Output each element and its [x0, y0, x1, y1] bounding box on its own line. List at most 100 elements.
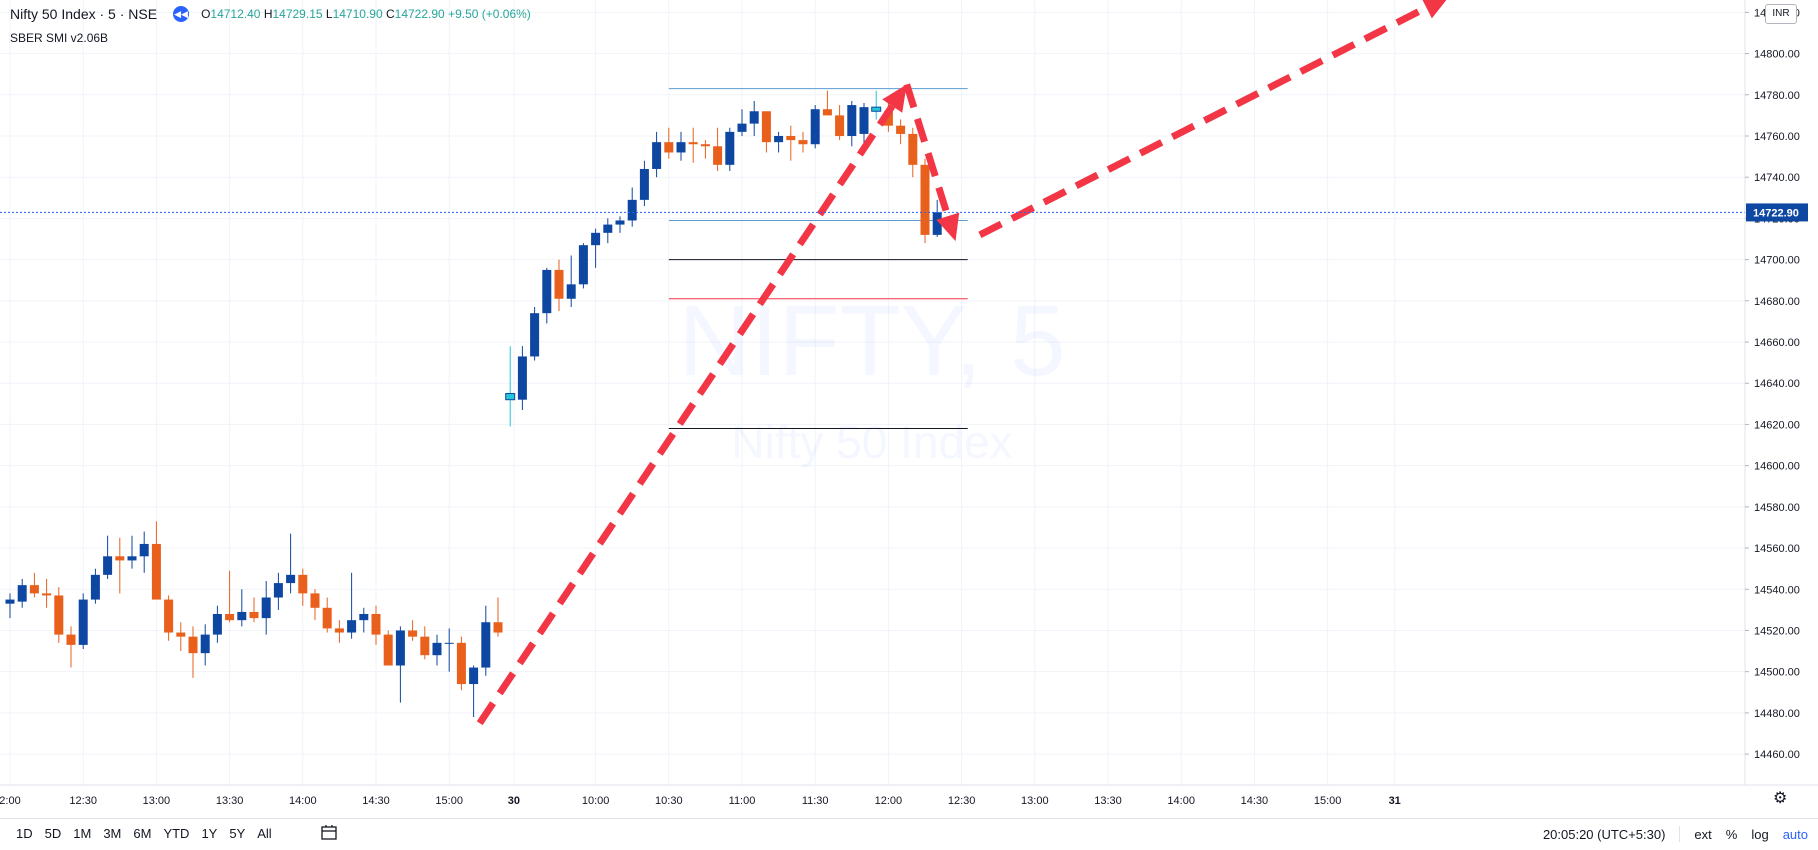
candle-body — [664, 142, 674, 153]
candle-body — [273, 583, 283, 598]
percent-toggle[interactable]: % — [1725, 826, 1738, 842]
time-tick-label: 11:00 — [729, 795, 756, 807]
candle-body — [383, 634, 393, 666]
candle-body — [591, 232, 601, 246]
price-tick-label: 14600.00 — [1754, 461, 1800, 473]
ohlc-values: O14712.40 H14729.15 L14710.90 C14722.90 … — [201, 7, 531, 21]
price-tick-label: 14780.00 — [1754, 90, 1800, 102]
candle-body — [908, 133, 918, 165]
time-tick-label: 31 — [1389, 795, 1401, 807]
candle-body — [566, 284, 576, 299]
price-tick-label: 14760.00 — [1754, 131, 1800, 143]
candle-body — [42, 593, 52, 596]
time-tick-label: 30 — [508, 795, 520, 807]
candle-body — [822, 109, 832, 116]
range-button[interactable]: 1Y — [201, 826, 218, 841]
time-tick-label: 12:30 — [69, 795, 97, 807]
gear-icon[interactable]: ⚙ — [1773, 790, 1788, 807]
annotation-arrows — [476, 0, 1447, 726]
candle-body — [505, 393, 516, 401]
candle-body — [810, 109, 820, 145]
price-tick-label: 14740.00 — [1754, 172, 1800, 184]
compare-icon[interactable] — [320, 824, 338, 842]
range-button[interactable]: YTD — [163, 826, 190, 841]
candle-body — [798, 140, 808, 145]
chevron-back-icon[interactable]: ◀◀ — [173, 6, 190, 22]
candle-body — [408, 630, 418, 637]
candle-body — [652, 142, 662, 169]
candle-body — [542, 269, 552, 314]
candle-body — [444, 642, 454, 644]
candle-body — [578, 245, 588, 285]
candle-body — [164, 599, 174, 633]
candle-body — [395, 630, 405, 666]
candle-body — [932, 212, 942, 235]
candle-body — [115, 556, 125, 561]
candle-body — [896, 125, 906, 134]
candle-body — [554, 269, 564, 299]
candle-body — [310, 593, 320, 608]
candle-body — [334, 628, 344, 633]
price-tick-label: 14480.00 — [1754, 708, 1800, 720]
candle-body — [5, 599, 15, 604]
candle-body — [920, 164, 930, 235]
time-tick-label: 15:00 — [1314, 795, 1342, 807]
range-button[interactable]: 3M — [103, 826, 122, 841]
candle-body — [713, 146, 723, 165]
candle-body — [298, 574, 308, 594]
candle-body — [786, 135, 796, 141]
candle-body — [322, 607, 332, 629]
candle-body — [469, 667, 479, 685]
symbol-title[interactable]: Nifty 50 Index · 5 · NSE — [10, 6, 158, 22]
candle-body — [127, 556, 137, 561]
watermark-description: Nifty 50 Index — [731, 416, 1012, 468]
candle-body — [871, 106, 882, 112]
ext-toggle[interactable]: ext — [1694, 826, 1712, 842]
range-button[interactable]: 6M — [133, 826, 152, 841]
divider — [1679, 826, 1681, 842]
bottom-right-controls: 20:05:20 (UTC+5:30) ext % log auto — [1543, 826, 1808, 842]
time-tick-label: 13:30 — [1094, 795, 1122, 807]
arrow-head — [1422, 0, 1447, 19]
log-toggle[interactable]: log — [1751, 826, 1769, 842]
range-button[interactable]: All — [257, 826, 272, 841]
candle-body — [725, 131, 735, 165]
arrow-head — [882, 84, 907, 113]
candle-body — [139, 543, 149, 557]
candle-body — [286, 574, 296, 584]
time-tick-label: 10:00 — [582, 795, 610, 807]
range-button[interactable]: 5Y — [229, 826, 246, 841]
candle-body — [761, 111, 771, 143]
price-tick-label: 14580.00 — [1754, 502, 1800, 514]
time-tick-label: 2:00 — [0, 795, 21, 807]
time-axis: 2:00 12:30 13:00 13:30 14:00 14:30 15:00 30 10:0… — [0, 784, 1818, 807]
candle-body — [676, 142, 686, 153]
indicator-label[interactable]: SBER SMI v2.06B — [10, 31, 109, 45]
candle-body — [90, 574, 100, 600]
price-tick-label: 14700.00 — [1754, 255, 1800, 267]
price-tick-label: 14540.00 — [1754, 584, 1800, 596]
currency-badge[interactable]: INR — [1765, 4, 1797, 24]
price-tick-label: 14560.00 — [1754, 543, 1800, 555]
candle-body — [29, 585, 39, 594]
candle-body — [530, 313, 540, 357]
candle-body — [432, 642, 442, 656]
dashed-arrow-line — [476, 104, 896, 726]
candle-body — [371, 613, 381, 635]
change-value: +9.50 (+0.06%) — [448, 7, 531, 21]
price-tick-label: 14620.00 — [1754, 419, 1800, 431]
range-button[interactable]: 1M — [73, 826, 92, 841]
candle-body — [615, 220, 625, 225]
range-button[interactable]: 5D — [44, 826, 62, 841]
price-tick-label: 14460.00 — [1754, 749, 1800, 761]
price-chart[interactable]: NIFTY, 5 Nifty 50 Index 14460.00 14480.00… — [0, 0, 1818, 818]
range-button[interactable]: 1D — [16, 826, 33, 841]
auto-toggle[interactable]: auto — [1782, 826, 1808, 842]
candle-body — [639, 168, 649, 200]
candle-body — [517, 356, 527, 400]
candle-body — [774, 135, 784, 143]
price-axis: 14460.00 14480.00 14500.00 14520.00 14540.00… — [1744, 0, 1818, 785]
candlestick-series — [5, 90, 942, 718]
range-buttons: 1D 5D 1M 3M 6M YTD 1Y 5Y All — [10, 826, 278, 841]
price-axis-bg — [1745, 0, 1818, 785]
